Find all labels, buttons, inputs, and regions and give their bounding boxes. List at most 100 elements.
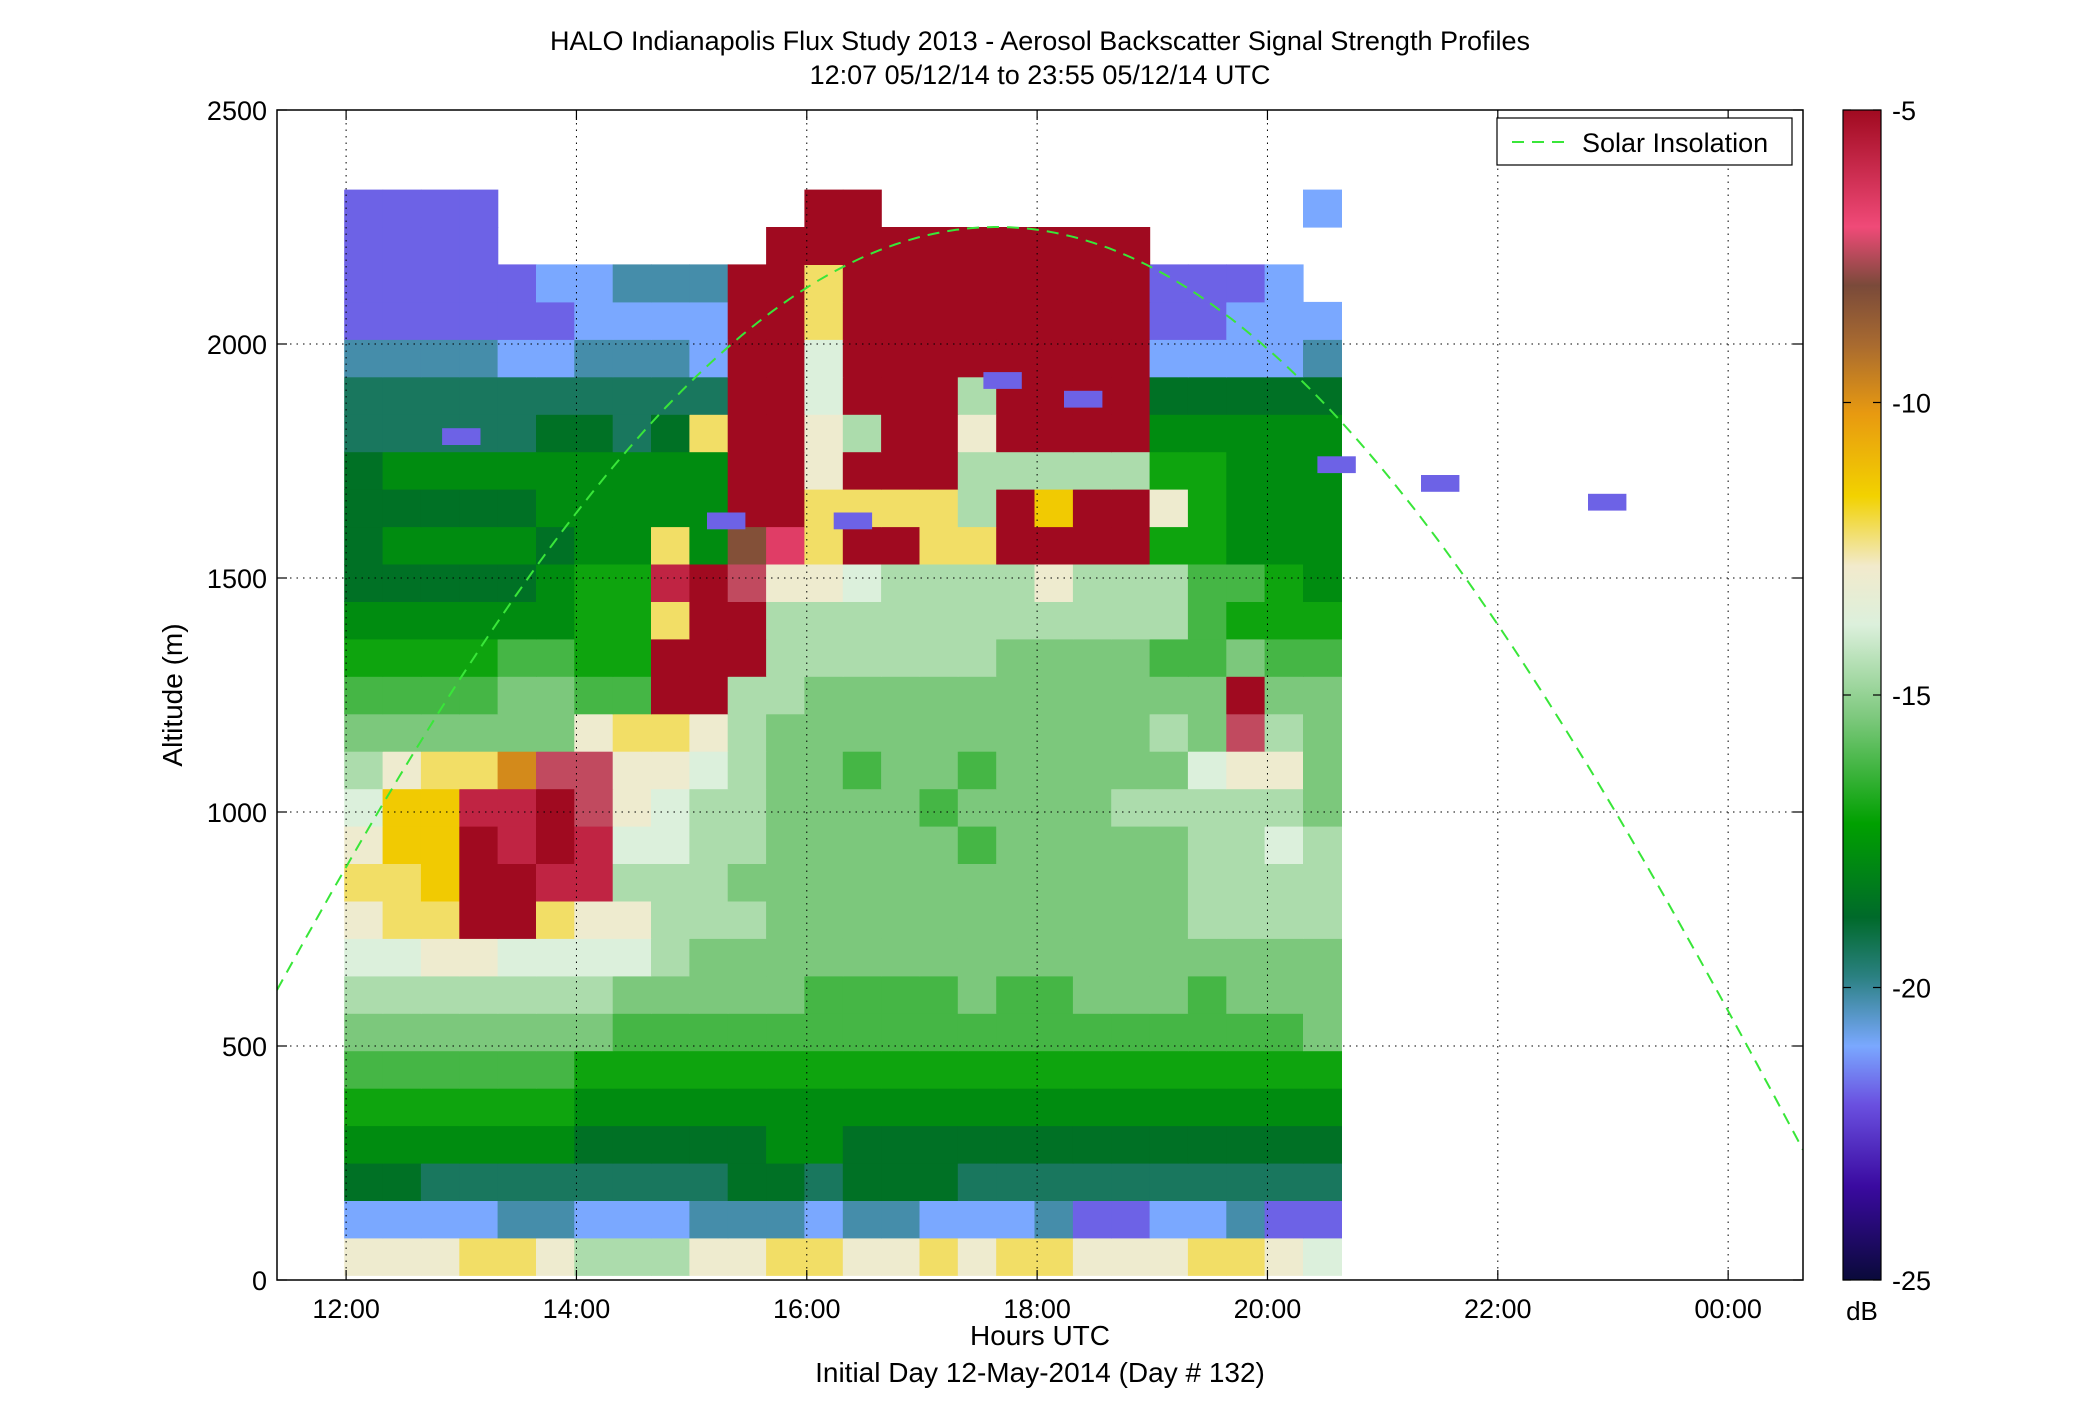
heatmap-cell [1264, 676, 1304, 715]
heatmap-cell [881, 414, 921, 453]
heatmap-cell [1034, 975, 1074, 1014]
legend: Solar Insolation [1496, 117, 1793, 166]
heatmap-cell [536, 638, 575, 677]
heatmap-cell [996, 264, 1036, 303]
heatmap-cell [1226, 676, 1266, 715]
heatmap-cell [957, 1013, 997, 1052]
heatmap-cell [1303, 1237, 1342, 1276]
heatmap-cell [804, 227, 844, 265]
heatmap-cell [1034, 1125, 1074, 1164]
heatmap-cell [727, 900, 767, 939]
heatmap-cell [766, 638, 806, 677]
heatmap-cell [1149, 1163, 1189, 1201]
heatmap-cell [497, 264, 537, 303]
heatmap-cell [1264, 863, 1304, 902]
heatmap-cell [1303, 975, 1342, 1014]
heatmap-cell [612, 451, 652, 490]
heatmap-cell [344, 1125, 384, 1164]
heatmap-cell [1264, 713, 1304, 752]
heatmap-cell [420, 1163, 460, 1201]
heatmap-cell [612, 376, 652, 415]
heatmap-cell [459, 1163, 499, 1201]
heatmap-cell [1034, 414, 1074, 453]
heatmap-cell [957, 451, 997, 490]
heatmap-cell [804, 751, 844, 790]
heatmap-cell [497, 601, 537, 640]
heatmap-cell [344, 863, 384, 902]
heatmap-cell [881, 638, 921, 677]
heatmap-cell [957, 1125, 997, 1164]
legend-label-solar-insolation: Solar Insolation [1582, 128, 1768, 158]
chart-subtitle: 12:07 05/12/14 to 23:55 05/12/14 UTC [810, 60, 1271, 90]
heatmap-cell [1072, 676, 1112, 715]
heatmap-cell [1264, 826, 1304, 864]
heatmap-cell [1187, 1200, 1227, 1239]
heatmap-cell [804, 1050, 844, 1089]
heatmap-cell [536, 900, 575, 939]
heatmap-cell [689, 564, 729, 602]
heatmap-cell [459, 601, 499, 640]
heatmap-cell [420, 189, 460, 228]
x-tick-label: 20:00 [1234, 1294, 1302, 1324]
y-tick-label: 500 [222, 1032, 267, 1062]
heatmap-cell [497, 526, 537, 565]
heatmap-cell [1034, 788, 1074, 827]
heatmap-cell [1226, 1125, 1266, 1164]
heatmap-cell [766, 975, 806, 1014]
heatmap-cell [420, 826, 460, 864]
heatmap-cell [842, 938, 882, 977]
heatmap-cell [996, 489, 1036, 528]
heatmap-cell [344, 938, 384, 977]
heatmap-cell [804, 1163, 844, 1201]
heatmap-cell [842, 264, 882, 303]
heatmap-cell [1149, 938, 1189, 977]
heatmap-cell [1034, 751, 1074, 790]
heatmap-cell [727, 451, 767, 490]
heatmap-cell [497, 489, 537, 528]
heatmap-cell [1317, 456, 1356, 474]
heatmap-cell [996, 414, 1036, 453]
heatmap-cell [689, 414, 729, 453]
heatmap-cell [919, 713, 959, 752]
heatmap-cell [1149, 489, 1189, 528]
heatmap-cell [497, 1163, 537, 1201]
heatmap-cell [1303, 751, 1342, 790]
heatmap-cell [574, 863, 614, 902]
y-tick-label: 1000 [207, 798, 267, 828]
heatmap-cell [1226, 1163, 1266, 1201]
heatmap-cell [1149, 1237, 1189, 1276]
heatmap-cell [842, 414, 882, 453]
heatmap-cell [919, 975, 959, 1014]
heatmap-cell [689, 751, 729, 790]
heatmap-cell [459, 526, 499, 565]
heatmap-cell [1303, 414, 1342, 453]
x-axis-label-2: Initial Day 12-May-2014 (Day # 132) [815, 1357, 1265, 1388]
heatmap-cell [574, 1125, 614, 1164]
heatmap-cell [459, 788, 499, 827]
heatmap-cell [536, 1013, 575, 1052]
heatmap-cell [574, 1013, 614, 1052]
heatmap-cell [459, 1088, 499, 1127]
heatmap-cell [842, 975, 882, 1014]
heatmap-cell [1303, 938, 1342, 977]
heatmap-cell [804, 339, 844, 378]
heatmap-cell [957, 1237, 997, 1276]
heatmap-cell [651, 863, 690, 902]
heatmap-cell [957, 1050, 997, 1089]
heatmap-cell [1187, 713, 1227, 752]
heatmap-cell [919, 826, 959, 864]
heatmap-cell [842, 638, 882, 677]
heatmap-cell [689, 1163, 729, 1201]
heatmap-cell [612, 1125, 652, 1164]
heatmap-cell [1226, 451, 1266, 490]
heatmap-cell [804, 863, 844, 902]
heatmap-cell [842, 826, 882, 864]
heatmap-cell [1187, 751, 1227, 790]
heatmap-cell [996, 601, 1036, 640]
heatmap-cell [420, 339, 460, 378]
heatmap-cell [881, 938, 921, 977]
heatmap-cell [1187, 376, 1227, 415]
heatmap-cell [1072, 414, 1112, 453]
heatmap-cell [612, 826, 652, 864]
heatmap-cell [651, 564, 690, 602]
